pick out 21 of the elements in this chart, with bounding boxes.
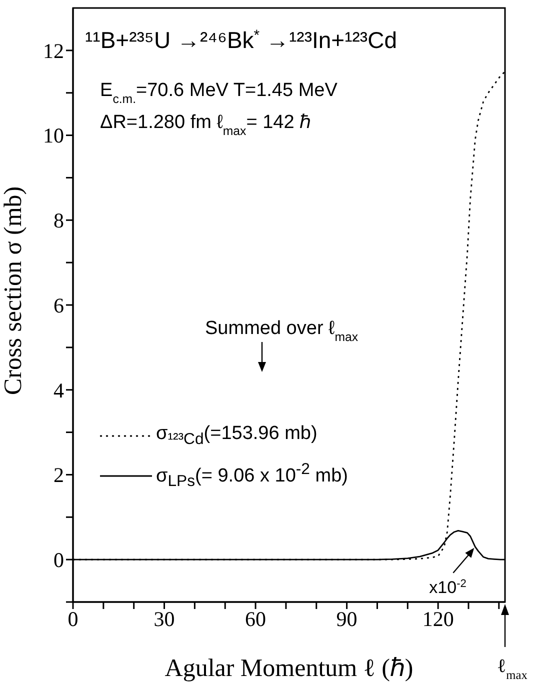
annotation: Summed over ℓ$_{max}$ xyxy=(205,318,359,344)
x-tick-label: 30 xyxy=(154,606,175,631)
y-tick-label: 0 xyxy=(54,548,64,572)
y-tick-label: 2 xyxy=(54,463,64,488)
annotation: ΔR=1.280 fm ℓ$_{max}$= 142 ℏ xyxy=(100,112,312,138)
legend-label: σ$_{LPs}$(= 9.06 x 10$^{-2}$ mb) xyxy=(156,460,348,492)
text: ¹¹B+²³⁵U →²⁴⁶Bk$^{*}$ →¹²³In+¹²³Cd xyxy=(85,26,397,53)
y-tick-label: 8 xyxy=(54,208,64,233)
text: ℓ$_{max}$ xyxy=(497,656,528,682)
y-axis-title: Cross section σ (mb) xyxy=(0,186,27,395)
x-tick-label: 90 xyxy=(336,606,358,631)
annotation: x10$^{-2}$ xyxy=(429,578,466,597)
x-tick-label: 120 xyxy=(422,606,454,631)
annotation: E$_{c.m.}$=70.6 MeV T=1.45 MeV xyxy=(100,80,338,106)
y-tick-label: 4 xyxy=(54,378,64,402)
y-tick-label: 12 xyxy=(43,38,64,63)
x-tick-label: 60 xyxy=(245,606,266,631)
legend-label: σ$_{¹²³Cd}$(=153.96 mb) xyxy=(156,423,318,449)
x-axis-title: Agular Momentum ℓ (ℏ) xyxy=(164,655,414,682)
y-tick-label: 10 xyxy=(43,124,64,148)
y-tick-label: 6 xyxy=(54,293,64,318)
